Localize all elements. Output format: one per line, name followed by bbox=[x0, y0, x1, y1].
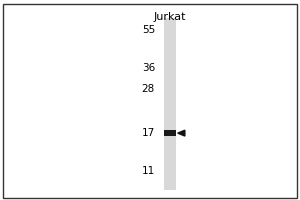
Text: 55: 55 bbox=[142, 25, 155, 35]
Polygon shape bbox=[178, 130, 185, 136]
Bar bbox=[164, 18, 176, 190]
Text: Jurkat: Jurkat bbox=[154, 12, 186, 22]
Bar bbox=[164, 130, 176, 136]
Text: 36: 36 bbox=[142, 63, 155, 73]
Text: 11: 11 bbox=[142, 166, 155, 176]
Text: 28: 28 bbox=[142, 84, 155, 94]
Text: 17: 17 bbox=[142, 128, 155, 138]
